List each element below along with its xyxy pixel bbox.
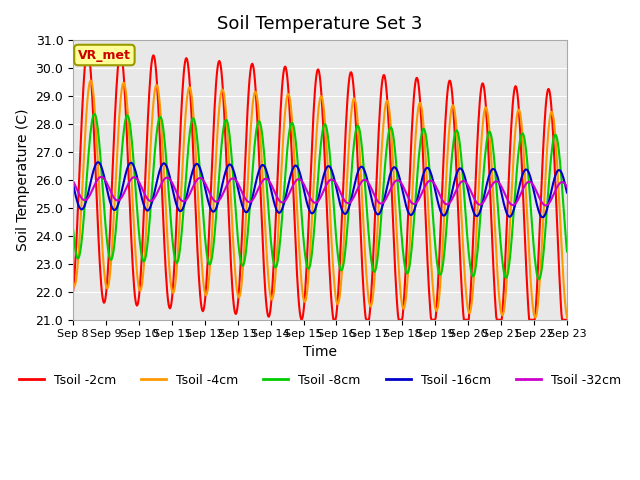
Tsoil -16cm (539, 215, 547, 220)
Text: VR_met: VR_met (78, 48, 131, 61)
Tsoil -8cm (90, 111, 98, 117)
Tsoil -16cm (130, 163, 138, 168)
Tsoil -8cm (78, 235, 86, 241)
Line: Tsoil -2cm: Tsoil -2cm (73, 50, 567, 320)
Tsoil -8cm (380, 173, 388, 179)
Tsoil -2cm (69, 289, 77, 295)
Line: Tsoil -8cm: Tsoil -8cm (73, 114, 567, 279)
Y-axis label: Soil Temperature (C): Soil Temperature (C) (16, 108, 30, 251)
Tsoil -32cm (97, 174, 105, 180)
Tsoil -16cm (94, 159, 102, 165)
Tsoil -4cm (395, 264, 403, 270)
Legend: Tsoil -2cm, Tsoil -4cm, Tsoil -8cm, Tsoil -16cm, Tsoil -32cm: Tsoil -2cm, Tsoil -4cm, Tsoil -8cm, Tsoi… (14, 369, 626, 392)
Tsoil -4cm (78, 191, 86, 196)
Tsoil -8cm (535, 276, 543, 282)
Tsoil -16cm (69, 181, 77, 187)
Tsoil -8cm (395, 193, 403, 199)
Tsoil -32cm (180, 198, 188, 204)
Tsoil -32cm (206, 191, 214, 196)
Tsoil -4cm (563, 314, 571, 320)
Tsoil -8cm (69, 226, 77, 232)
Tsoil -16cm (180, 204, 188, 210)
Tsoil -8cm (206, 262, 214, 267)
Tsoil -32cm (542, 203, 550, 208)
Tsoil -32cm (563, 184, 571, 190)
Tsoil -8cm (180, 205, 188, 211)
Tsoil -16cm (563, 190, 571, 195)
Tsoil -16cm (380, 196, 388, 202)
Tsoil -4cm (69, 281, 77, 287)
Tsoil -32cm (380, 199, 388, 204)
Tsoil -32cm (130, 174, 138, 180)
Tsoil -8cm (563, 249, 571, 254)
X-axis label: Time: Time (303, 345, 337, 359)
Tsoil -16cm (78, 206, 86, 212)
Tsoil -32cm (69, 178, 77, 184)
Tsoil -4cm (130, 216, 138, 221)
Line: Tsoil -16cm: Tsoil -16cm (73, 162, 567, 217)
Tsoil -2cm (563, 317, 571, 323)
Tsoil -2cm (180, 72, 188, 77)
Tsoil -2cm (78, 111, 86, 117)
Tsoil -4cm (531, 315, 539, 321)
Tsoil -4cm (206, 267, 214, 273)
Tsoil -16cm (206, 204, 214, 209)
Tsoil -4cm (380, 112, 388, 118)
Tsoil -16cm (395, 172, 403, 178)
Tsoil -2cm (130, 276, 138, 282)
Tsoil -2cm (84, 47, 92, 53)
Tsoil -8cm (130, 158, 138, 164)
Tsoil -32cm (78, 196, 86, 202)
Line: Tsoil -4cm: Tsoil -4cm (73, 81, 567, 318)
Tsoil -2cm (396, 317, 403, 323)
Title: Soil Temperature Set 3: Soil Temperature Set 3 (217, 15, 423, 33)
Tsoil -4cm (87, 78, 95, 84)
Tsoil -2cm (206, 214, 214, 220)
Tsoil -2cm (381, 74, 388, 80)
Tsoil -2cm (330, 317, 338, 323)
Line: Tsoil -32cm: Tsoil -32cm (73, 177, 567, 205)
Tsoil -4cm (180, 142, 188, 148)
Tsoil -32cm (395, 178, 403, 183)
